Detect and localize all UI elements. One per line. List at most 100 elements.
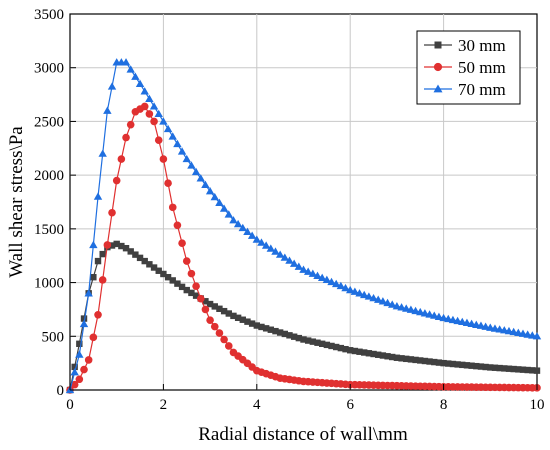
data-point (163, 124, 173, 133)
data-point (337, 344, 345, 352)
data-point (300, 336, 307, 343)
data-point (146, 261, 153, 268)
data-point (173, 221, 182, 230)
data-point (378, 297, 388, 305)
data-point (459, 361, 466, 369)
data-point (84, 289, 93, 297)
data-point (244, 318, 251, 325)
legend-label: 70 mm (458, 80, 506, 99)
data-point (370, 350, 377, 358)
data-point (280, 253, 290, 261)
legend-item: 30 mm (424, 36, 506, 55)
data-point (230, 312, 237, 320)
data-point (174, 280, 181, 287)
data-point (532, 332, 542, 340)
y-axis-title: Wall shear stress\Pa (6, 126, 27, 278)
data-point (308, 269, 318, 277)
data-point (468, 362, 475, 369)
data-point (205, 187, 215, 195)
data-point (187, 269, 196, 278)
data-point (215, 329, 224, 337)
data-point (188, 289, 195, 297)
data-point (118, 242, 125, 250)
data-point (510, 365, 517, 373)
data-point (238, 223, 247, 232)
y-tick-label: 3000 (34, 61, 64, 77)
data-point (220, 307, 228, 315)
data-point (355, 289, 364, 297)
data-point (131, 72, 140, 80)
data-point (169, 277, 176, 284)
legend: 30 mm 50 mm 70 mm (416, 30, 521, 105)
data-point (141, 257, 148, 265)
legend-marker (433, 84, 443, 93)
data-point (299, 265, 308, 273)
legend-items: 30 mm 50 mm 70 mm (424, 36, 506, 99)
data-point (294, 262, 304, 270)
data-point (93, 192, 103, 200)
data-point (420, 309, 430, 317)
data-point (417, 357, 424, 364)
data-point (84, 356, 93, 364)
data-point (341, 283, 350, 292)
data-point (225, 310, 232, 317)
data-point (383, 298, 392, 307)
x-tick-label: 6 (346, 397, 354, 413)
plot-frame (69, 13, 538, 391)
data-point (76, 340, 83, 348)
data-point (216, 305, 223, 312)
data-point (168, 132, 177, 140)
data-point (328, 342, 335, 350)
series-1 (66, 102, 541, 394)
data-point (108, 208, 116, 217)
data-point (309, 338, 317, 345)
data-point (258, 323, 265, 331)
data-point (98, 276, 107, 284)
data-point (164, 274, 172, 281)
data-point (323, 341, 331, 349)
data-point (331, 279, 341, 288)
data-point (262, 325, 270, 332)
data-point (369, 293, 378, 302)
data-point (347, 347, 354, 354)
data-point (103, 106, 112, 114)
data-point (473, 362, 480, 370)
series-0 (66, 240, 541, 394)
data-point (117, 155, 126, 163)
data-point (248, 320, 256, 327)
data-point (491, 364, 499, 371)
data-point (393, 354, 401, 361)
data-point (211, 303, 218, 310)
data-point (360, 290, 369, 299)
data-point (145, 94, 154, 103)
data-point (445, 360, 452, 367)
data-point (336, 281, 346, 290)
data-point (182, 257, 191, 265)
data-point (322, 275, 332, 284)
data-point (426, 358, 433, 365)
data-point (425, 310, 434, 318)
data-point (140, 102, 149, 111)
data-point (94, 311, 102, 319)
data-point (164, 179, 172, 187)
data-point (219, 204, 229, 212)
data-point (313, 271, 322, 279)
data-point (285, 256, 294, 264)
data-point (121, 58, 131, 66)
data-point (150, 117, 158, 126)
data-point (342, 345, 349, 353)
data-point (178, 283, 186, 291)
data-point (388, 300, 397, 308)
data-point (122, 133, 130, 142)
legend-label: 30 mm (458, 36, 506, 55)
data-point (233, 219, 243, 228)
data-point (196, 294, 205, 303)
data-point (416, 307, 425, 316)
data-point (70, 380, 79, 389)
data-point (482, 363, 489, 371)
data-point (224, 342, 233, 350)
data-point (303, 267, 313, 275)
data-point (356, 348, 363, 355)
data-point (183, 286, 190, 294)
